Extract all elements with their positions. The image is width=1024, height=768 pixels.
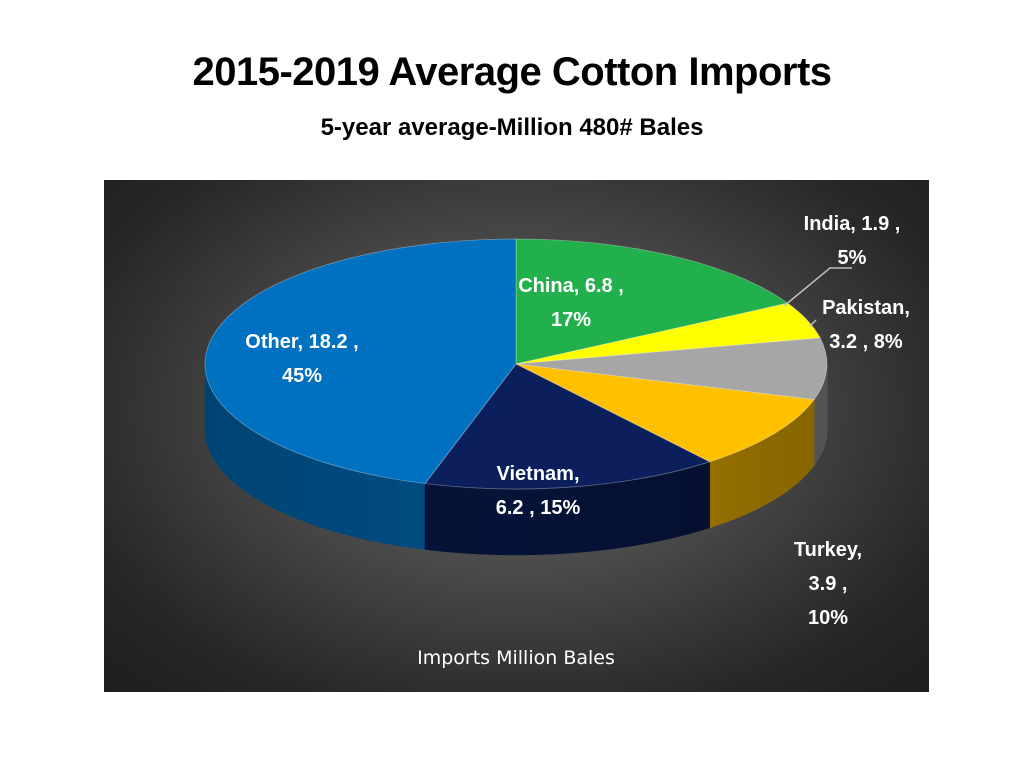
chart-caption: Imports Million Bales	[417, 647, 615, 669]
data-label-india: India, 1.9 , 5%	[804, 213, 901, 269]
pie-slice-other	[204, 238, 517, 484]
pie-sides	[204, 363, 828, 556]
data-label-pakistan: Pakistan, 3.2 , 8%	[822, 297, 910, 353]
leader-line-pakistan	[809, 319, 817, 327]
pie-slice-pakistan	[515, 337, 828, 401]
pie-labels: China, 6.8 , 17% India, 1.9 , 5% Pakistan, 3.…	[245, 213, 910, 629]
data-label-turkey: Turkey, 3.9 , 10%	[794, 539, 862, 629]
leader-line-india	[783, 267, 852, 307]
pie-slice-vietnam	[424, 363, 711, 490]
pie-chart: China, 6.8 , 17% India, 1.9 , 5% Pakistan, 3.…	[204, 213, 910, 669]
data-label-vietnam: Vietnam, 6.2 , 15%	[496, 463, 581, 519]
pie-chart-panel: China, 6.8 , 17% India, 1.9 , 5% Pakistan, 3.…	[104, 180, 929, 692]
pie-tops	[204, 238, 828, 490]
data-label-other: Other, 18.2 , 45%	[245, 331, 358, 387]
data-label-china: China, 6.8 , 17%	[518, 275, 624, 331]
slide-title: 2015-2019 Average Cotton Imports	[192, 50, 832, 94]
slide-subtitle: 5-year average-Million 480# Bales	[320, 114, 704, 141]
pie-leader-lines	[783, 267, 852, 327]
pie-slice-turkey	[515, 363, 815, 463]
pie-side-shading	[205, 364, 827, 555]
pie-slice-china	[515, 238, 789, 365]
